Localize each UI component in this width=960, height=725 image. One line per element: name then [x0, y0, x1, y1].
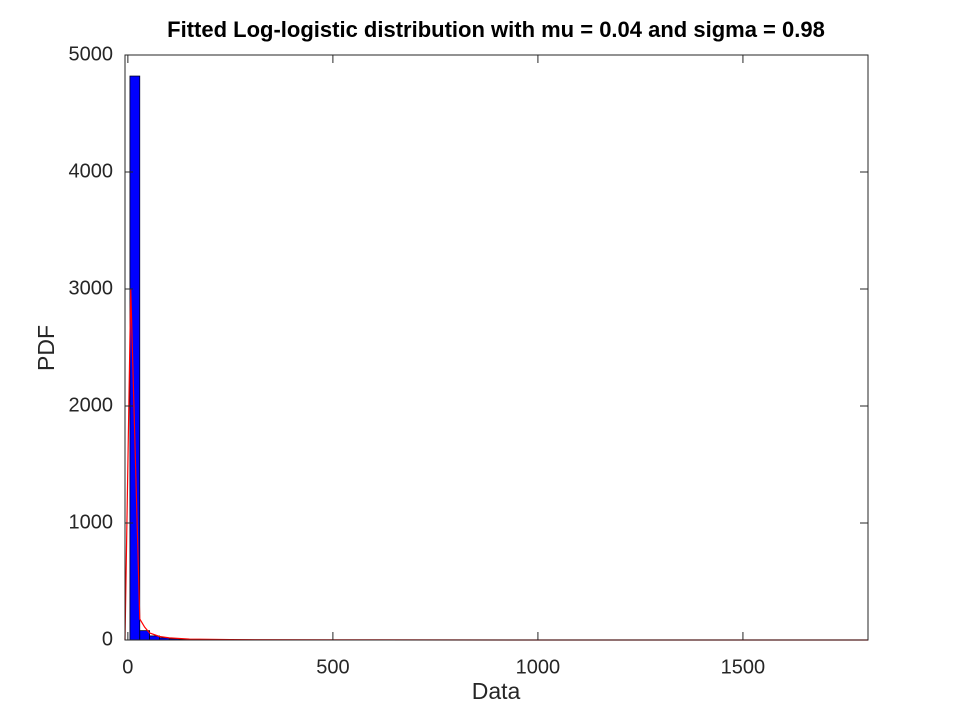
x-tick-label: 1500 [721, 656, 766, 678]
y-tick-label: 5000 [69, 43, 114, 65]
y-tick-label: 4000 [69, 160, 114, 182]
y-axis-label: PDF [33, 325, 59, 371]
y-tick-label: 3000 [69, 277, 114, 299]
x-tick-label: 500 [316, 656, 349, 678]
y-tick-label: 0 [102, 628, 113, 650]
x-tick-label: 1000 [516, 656, 561, 678]
chart-title: Fitted Log-logistic distribution with mu… [167, 17, 825, 42]
y-tick-label: 2000 [69, 394, 114, 416]
x-axis-label: Data [472, 678, 521, 704]
x-tick-label: 0 [122, 656, 133, 678]
y-tick-label: 1000 [69, 511, 114, 533]
